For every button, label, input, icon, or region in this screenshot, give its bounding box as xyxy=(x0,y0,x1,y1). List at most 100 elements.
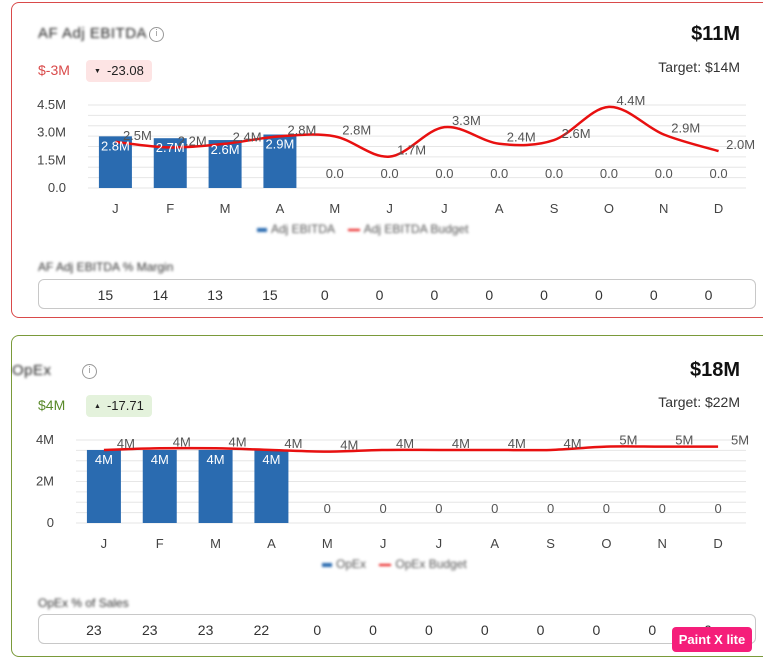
month-value: 0 xyxy=(648,622,657,638)
line-data-label: 2.0M xyxy=(726,137,755,152)
month-value: 0 xyxy=(485,287,494,303)
legend-line-swatch xyxy=(379,563,392,566)
y-tick-label: 3.0M xyxy=(37,125,66,140)
line-data-label: 2.9M xyxy=(671,121,700,136)
x-tick-label: D xyxy=(714,201,723,216)
bar[interactable] xyxy=(198,449,233,523)
line-data-label: 2.4M xyxy=(507,130,536,145)
bar-data-label: 0 xyxy=(659,501,666,516)
bar[interactable] xyxy=(98,136,132,188)
x-tick-label: A xyxy=(490,536,499,551)
y-tick-label: 0 xyxy=(47,515,54,530)
card-title: AF Adj EBITDA xyxy=(38,25,148,42)
adj-ebitda-chart: 4.5M3.0M1.5M0.0J F M A M J J A S O N D2.5M 2.2M 2.4M 2… xyxy=(37,93,755,216)
variance-badge: ▼ -23.08 xyxy=(86,60,152,82)
month-value: 0 xyxy=(704,287,713,303)
bar-data-label: 4M xyxy=(207,452,225,467)
bar[interactable] xyxy=(142,449,177,523)
info-icon[interactable]: i xyxy=(149,27,164,42)
line-data-label: 4M xyxy=(508,436,526,451)
line-data-label: 5M xyxy=(731,434,749,448)
line-data-label: 3.3M xyxy=(452,113,481,128)
variance-percent: -17.71 xyxy=(106,398,144,413)
month-value: 0 xyxy=(430,287,439,303)
line-data-label: 4M xyxy=(452,436,470,451)
month-value: 0 xyxy=(595,287,603,303)
line-data-label: 2.6M xyxy=(562,126,591,141)
line-data-label: 4M xyxy=(117,436,135,451)
bar[interactable] xyxy=(86,449,121,523)
month-value: 14 xyxy=(152,287,169,303)
bar[interactable] xyxy=(263,134,297,188)
line-data-label: 5M xyxy=(675,434,693,448)
bar-data-label: 0 xyxy=(603,501,610,516)
variance-percent: -23.08 xyxy=(106,63,144,78)
line-data-label: 1.7M xyxy=(397,143,426,158)
x-tick-label: S xyxy=(546,536,555,551)
triangle-down-icon: ▼ xyxy=(94,67,101,75)
legend-bar-swatch xyxy=(322,562,332,567)
variance-badge: ▲ -17.71 xyxy=(86,395,152,417)
bar-data-label: 0.0 xyxy=(435,166,453,181)
month-value: 13 xyxy=(207,287,223,303)
y-tick-label: 4M xyxy=(36,434,54,447)
line-data-label: 4M xyxy=(173,434,191,449)
adj-ebitda-card: AF Adj EBITDA i $11M $-3M ▼ -23.08 Target… xyxy=(11,2,763,318)
bar[interactable] xyxy=(208,140,242,188)
budget-line[interactable] xyxy=(115,105,719,158)
x-tick-label: D xyxy=(713,536,722,551)
bar-data-label: 0.0 xyxy=(545,166,563,181)
month-value: 0 xyxy=(375,287,384,303)
card-total-value: $11M xyxy=(691,23,740,45)
bar-data-label: 0.0 xyxy=(490,166,508,181)
x-tick-label: M xyxy=(210,536,221,551)
month-value: 0 xyxy=(369,622,377,638)
sales-row-title: OpEx % of Sales xyxy=(38,596,129,610)
opex-chart: 4M 2M 0 J F M A M J J A S O N D 4M 4M 4M 4M 4M 4M 4M 4M 4M 5M 5M 5… xyxy=(36,434,749,551)
line-data-label: 4M xyxy=(284,436,302,451)
y-tick-label: 0.0 xyxy=(48,180,66,195)
line-data-label: 4M xyxy=(564,436,582,451)
triangle-up-icon: ▲ xyxy=(94,402,101,410)
month-value: 0 xyxy=(320,287,329,303)
month-value: 0 xyxy=(425,622,433,638)
bar-data-label: 4M xyxy=(95,452,113,467)
line-data-label: 5M xyxy=(619,434,637,448)
chart-legend: OpEx OpEx Budget xyxy=(322,557,467,571)
y-tick-label: 2M xyxy=(36,474,54,489)
x-tick-label: J xyxy=(386,201,393,216)
bar-data-label: 2.8M xyxy=(101,138,130,153)
month-value: 0 xyxy=(480,622,489,638)
variance-value: $-3M xyxy=(38,62,70,78)
target-label: Target: $22M xyxy=(658,394,740,410)
month-value: 23 xyxy=(86,622,102,638)
x-tick-label: A xyxy=(495,201,504,216)
bar-data-label: 0.0 xyxy=(326,166,344,181)
bar-data-label: 4M xyxy=(262,452,280,467)
line-data-label: 2.4M xyxy=(233,130,262,145)
y-tick-label: 4.5M xyxy=(37,97,66,112)
month-value: 0 xyxy=(649,287,658,303)
budget-line[interactable] xyxy=(103,445,719,453)
bar-data-label: 2.7M xyxy=(156,140,185,155)
month-value: 0 xyxy=(592,622,601,638)
bar-data-label: 4M xyxy=(151,452,169,467)
x-tick-label: J xyxy=(380,536,387,551)
margin-row-title: AF Adj EBITDA % Margin xyxy=(38,260,174,274)
bar-data-label: 0 xyxy=(491,501,498,516)
line-data-label: 2.8M xyxy=(287,122,316,137)
month-value: 15 xyxy=(262,287,278,303)
bar-data-label: 0 xyxy=(714,501,721,516)
legend-bar-label: Adj EBITDA xyxy=(271,222,335,236)
bar[interactable] xyxy=(254,449,289,523)
line-data-label: 4M xyxy=(229,434,247,449)
line-data-label: 4.4M xyxy=(616,93,645,108)
variance-value: $4M xyxy=(38,397,66,413)
info-icon[interactable]: i xyxy=(82,364,97,379)
x-tick-label: J xyxy=(441,201,448,216)
x-tick-label: A xyxy=(276,201,285,216)
bar-data-label: 2.6M xyxy=(211,142,240,157)
monthly-values-row: 15 14 13 15 0 0 0 0 0 0 0 0 xyxy=(38,279,756,309)
chart-legend: Adj EBITDA Adj EBITDA Budget xyxy=(257,222,468,236)
monthly-values-row: 2323232200000000 xyxy=(38,614,756,644)
